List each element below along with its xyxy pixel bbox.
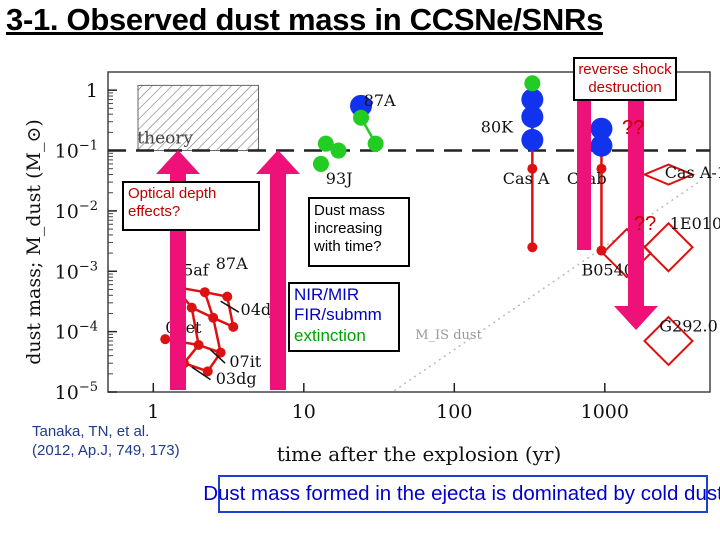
x-tick-label: 1000 [581,401,629,423]
data-point-red [186,302,197,313]
data-point-green [367,135,384,152]
data-point-red [596,163,607,174]
data-point-blue [590,117,613,140]
data-point-blue [590,134,613,157]
conclusion-box: Dust mass formed in the ejecta is domina… [203,475,720,513]
annotation-arrow [614,100,658,330]
data-point-green [524,75,541,92]
mis-dust-line [393,181,700,392]
mis-dust-label: M_IS dust [415,328,482,343]
connector-line [190,307,200,346]
pointer-arrow [220,300,240,313]
object-label: B0540 [581,261,633,280]
data-point-red [193,340,204,351]
data-point-red [527,242,538,253]
connector-line [226,296,235,328]
theory-label: theory [137,129,193,149]
pointer-arrow [210,349,226,364]
object-label: Cas A [503,169,550,188]
data-point-red [199,287,210,298]
data-point-blue [350,94,373,117]
data-point-green [330,142,347,159]
optical-depth-box: Optical depth effects? [122,181,260,231]
data-point-blue [521,88,544,111]
arrow-shaft [628,100,644,308]
citation: Tanaka, TN, et al. (2012, Ap.J, 749, 173… [32,423,180,461]
object-label: 87A [216,254,248,273]
data-point-green [353,109,370,126]
y-tick-label: 10−1 [55,139,98,163]
object-label: 80K [481,117,514,136]
data-point-red [160,334,171,345]
x-tick-label: 100 [436,401,472,423]
object-label: 93J [326,169,353,188]
question-marks-upper: ?? [622,117,645,139]
citation-line-1: Tanaka, TN, et al. [32,423,150,440]
data-point-blue [521,128,544,151]
nir-mir-label: NIR/MIR [294,285,360,304]
y-tick-label: 10−4 [55,320,98,344]
pointer-arrow [191,366,211,381]
object-label: 03dg [216,369,257,388]
data-point-red [222,291,233,302]
x-tick-label: 1 [147,401,159,423]
data-point-red [215,347,226,358]
arrow-head [256,150,300,174]
annotation-arrow [577,100,591,250]
object-label: 87A [364,91,396,110]
x-tick-label: 10 [292,401,316,423]
theory-region [137,84,259,152]
arrow-head [614,306,658,330]
object-label: G292.0 [659,317,718,336]
y-tick-label: 10−2 [55,199,98,223]
reverse-shock-box: reverse shock destruction [573,57,677,101]
extinction-label: extinction [294,325,366,345]
data-point-blue [521,105,544,128]
data-point-red [527,163,538,174]
object-label: 1E0102 [670,214,720,233]
range-diamond [643,221,694,273]
object-label: 04dj [241,300,277,319]
range-diamond [601,227,653,279]
data-point-green [312,155,329,172]
connector-line [211,317,222,353]
range-diamond [643,315,694,367]
data-point-red [228,321,239,332]
slide-title: 3-1. Observed dust mass in CCSNe/SNRs [6,2,604,37]
x-axis-label: time after the explosion (yr) [277,442,562,466]
arrow-head [156,150,200,174]
object-label: Cas A-1 [665,163,720,182]
dust-mass-time-box: Dust mass increasing with time? [308,197,410,267]
data-point-red [208,312,219,323]
y-tick-label: 1 [86,80,98,102]
data-point-red [202,366,213,377]
y-tick-label: 10−5 [55,380,98,404]
citation-line-2: (2012, Ap.J, 749, 173) [32,441,180,459]
y-axis-label: dust mass; M_dust (M_⊙) [23,119,45,365]
data-point-green [317,135,334,152]
question-marks-lower: ?? [634,213,657,235]
range-diamond [641,163,696,186]
arrow-shaft [270,172,286,390]
annotation-arrow [256,150,300,390]
arrow-shaft [577,100,591,250]
y-tick-label: 10−3 [55,259,98,283]
nir-fir-extinction-box: NIR/MIR FIR/submm extinction [288,282,400,352]
fir-submm-label: FIR/submm [294,305,382,325]
object-label: 07it [229,352,261,371]
